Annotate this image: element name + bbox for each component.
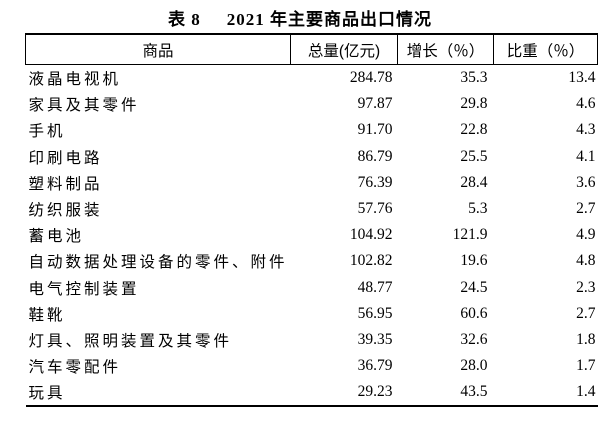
commodity-name: 液晶电视机 xyxy=(28,71,122,89)
table-row: 蓄电池 104.92 121.9 4.9 xyxy=(26,222,598,248)
table-row: 液晶电视机 284.78 35.3 13.4 xyxy=(26,65,598,92)
share-value: 1.7 xyxy=(576,357,596,375)
total-value: 104.92 xyxy=(349,226,393,244)
col-header-total: 总量(亿元) xyxy=(290,34,398,65)
total-value: 36.79 xyxy=(357,357,393,375)
total-value: 56.95 xyxy=(357,304,393,322)
total-value: 91.70 xyxy=(357,121,393,139)
growth-value: 43.5 xyxy=(460,383,488,401)
commodity-name: 手机 xyxy=(28,123,66,141)
commodity-name: 家具及其零件 xyxy=(28,97,140,115)
table-title: 表 8 2021 年主要商品出口情况 xyxy=(0,0,600,30)
total-value: 102.82 xyxy=(349,252,393,270)
table-row: 鞋靴 56.95 60.6 2.7 xyxy=(26,301,598,327)
total-value: 284.78 xyxy=(349,69,393,87)
total-value: 97.87 xyxy=(357,95,393,113)
growth-value: 19.6 xyxy=(460,252,488,270)
table-row: 塑料制品 76.39 28.4 3.6 xyxy=(26,170,598,196)
commodity-name: 自动数据处理设备的零件、附件 xyxy=(28,254,288,272)
share-value: 4.8 xyxy=(576,252,596,270)
table-row: 玩具 29.23 43.5 1.4 xyxy=(26,379,598,406)
growth-value: 24.5 xyxy=(460,278,488,296)
export-table: 商品 总量(亿元) 增长（％） 比重（％） 液晶电视机 284.78 35.3 … xyxy=(25,33,598,408)
share-value: 4.6 xyxy=(576,95,596,113)
growth-value: 28.4 xyxy=(460,173,488,191)
share-value: 4.3 xyxy=(576,121,596,139)
table-row: 电气控制装置 48.77 24.5 2.3 xyxy=(26,275,598,301)
commodity-name: 电气控制装置 xyxy=(28,280,140,298)
total-value: 48.77 xyxy=(357,278,393,296)
commodity-name: 印刷电路 xyxy=(28,149,103,167)
growth-value: 5.3 xyxy=(468,200,488,218)
growth-value: 28.0 xyxy=(460,357,488,375)
share-value: 1.8 xyxy=(576,330,596,348)
growth-value: 25.5 xyxy=(460,147,488,165)
commodity-name: 汽车零配件 xyxy=(28,359,122,377)
table-title-text: 2021 年主要商品出口情况 xyxy=(226,10,432,29)
growth-value: 32.6 xyxy=(460,330,488,348)
growth-value: 29.8 xyxy=(460,95,488,113)
share-value: 4.1 xyxy=(576,147,596,165)
growth-value: 35.3 xyxy=(460,69,488,87)
table-row: 手机 91.70 22.8 4.3 xyxy=(26,117,598,143)
share-value: 3.6 xyxy=(576,173,596,191)
table-body: 液晶电视机 284.78 35.3 13.4 家具及其零件 97.87 29.8… xyxy=(26,65,598,407)
commodity-name: 蓄电池 xyxy=(28,228,85,246)
table-row: 灯具、照明装置及其零件 39.35 32.6 1.8 xyxy=(26,327,598,353)
table-row: 纺织服装 57.76 5.3 2.7 xyxy=(26,196,598,222)
share-value: 2.7 xyxy=(576,200,596,218)
growth-value: 60.6 xyxy=(460,304,488,322)
total-value: 76.39 xyxy=(357,173,393,191)
col-header-share: 比重（％） xyxy=(493,34,598,65)
growth-value: 121.9 xyxy=(452,226,488,244)
table-row: 自动数据处理设备的零件、附件 102.82 19.6 4.8 xyxy=(26,248,598,274)
share-value: 2.7 xyxy=(576,304,596,322)
table-number: 表 8 xyxy=(168,10,201,29)
share-value: 4.9 xyxy=(576,226,596,244)
col-header-growth: 增长（％） xyxy=(397,34,494,65)
total-value: 29.23 xyxy=(357,383,393,401)
total-value: 86.79 xyxy=(357,147,393,165)
commodity-name: 塑料制品 xyxy=(28,175,103,193)
share-value: 1.4 xyxy=(576,383,596,401)
table-row: 印刷电路 86.79 25.5 4.1 xyxy=(26,144,598,170)
table-row: 汽车零配件 36.79 28.0 1.7 xyxy=(26,353,598,379)
table-row: 家具及其零件 97.87 29.8 4.6 xyxy=(26,91,598,117)
total-value: 57.76 xyxy=(357,200,393,218)
share-value: 2.3 xyxy=(576,278,596,296)
commodity-name: 灯具、照明装置及其零件 xyxy=(28,332,233,350)
col-header-commodity: 商品 xyxy=(25,34,291,65)
commodity-name: 鞋靴 xyxy=(28,306,66,324)
share-value: 13.4 xyxy=(568,69,596,87)
total-value: 39.35 xyxy=(357,330,393,348)
growth-value: 22.8 xyxy=(460,121,488,139)
header-row: 商品 总量(亿元) 增长（％） 比重（％） xyxy=(25,34,598,65)
commodity-name: 玩具 xyxy=(28,385,66,403)
commodity-name: 纺织服装 xyxy=(28,202,103,220)
